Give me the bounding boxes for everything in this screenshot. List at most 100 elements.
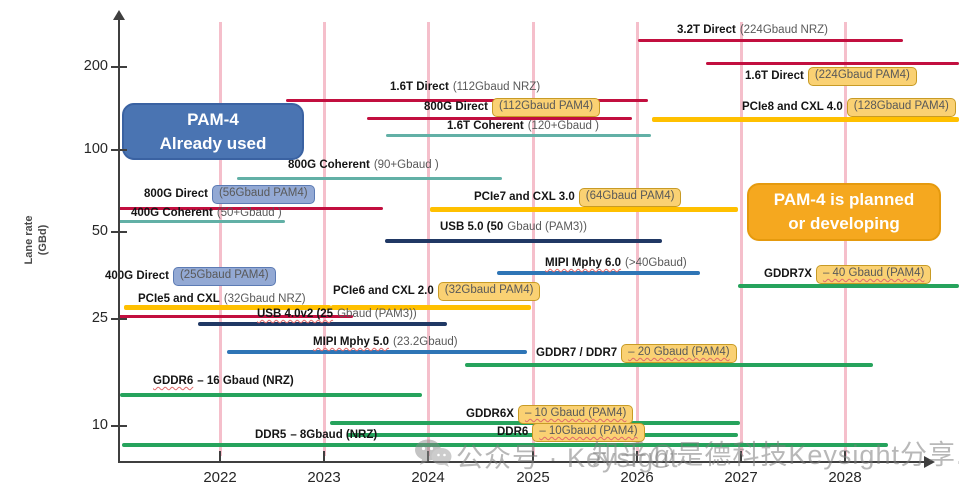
label-400g-coherent: 400G Coherent (50+Gbaud ) (131, 207, 282, 221)
timeline-400g-direct (118, 314, 353, 318)
timeline-usb-5-0-50 (385, 239, 662, 243)
pam4-already-used-callout: PAM-4 Already used (122, 103, 304, 160)
wechat-icon (415, 439, 452, 467)
label-value: (56Gbaud PAM4) (211, 185, 315, 204)
y-tick-100 (111, 149, 127, 151)
year-gridline-2023 (323, 22, 326, 456)
x-tick-label-2027: 2027 (724, 469, 758, 486)
year-gridline-2027 (740, 22, 743, 456)
label-name: USB 4.0v2 (25 (257, 308, 334, 320)
label-usb-4-0v2-25: USB 4.0v2 (25 Gbaud (PAM3)) (257, 308, 417, 322)
timeline-800g-direct (118, 206, 383, 210)
timeline-mipi-mphy-6-0 (497, 271, 700, 275)
label-1-6t-direct: 1.6T Direct (112Gbaud NRZ) (390, 81, 540, 95)
timeline-400g-coherent (118, 219, 285, 223)
label-name: 1.6T Direct (390, 81, 449, 93)
label-value: (224Gbaud NRZ) (739, 24, 829, 36)
label-value: Gbaud (PAM3)) (337, 308, 417, 320)
x-tick-label-2022: 2022 (203, 469, 237, 486)
label-name: GDDR7 / DDR7 (536, 346, 618, 359)
label-mipi-mphy-5-0: MIPI Mphy 5.0 (23.2Gbaud) (313, 336, 458, 350)
timeline-800g-coherent (237, 176, 502, 180)
x-tick-label-2026: 2026 (620, 469, 654, 486)
timeline-ddr5 (122, 443, 888, 447)
label-usb-5-0-50: USB 5.0 (50 Gbaud (PAM3)) (440, 221, 587, 235)
y-tick-label-100: 100 (83, 141, 108, 157)
x-tick-label-2024: 2024 (411, 469, 445, 486)
y-axis-arrow-icon (113, 10, 125, 20)
y-axis-title-line1: Lane rate (23, 215, 35, 265)
label-value: (25Gbaud PAM4) (172, 267, 276, 286)
pam4-planned-callout: PAM-4 is planned or developing (747, 183, 941, 241)
label-pcie7-and-cxl-3-0: PCIe7 and CXL 3.0 (64Gbaud PAM4) (474, 188, 682, 207)
callout-line: PAM-4 is planned (773, 190, 915, 210)
timeline-gddr7-ddr7 (465, 363, 873, 367)
label-value: (>40Gbaud) (625, 257, 687, 269)
label-gddr7-ddr7: GDDR7 / DDR7– 20 Gbaud (PAM4) (536, 344, 737, 363)
y-tick-label-50: 50 (91, 223, 108, 239)
label-ddr6: DDR6– 10Gbaud (PAM4) (497, 423, 645, 442)
label-name: 400G Direct (105, 269, 169, 282)
label-value: (128Gbaud PAM4) (846, 98, 956, 117)
label-gddr6x: GDDR6X – 10 Gbaud (PAM4) (466, 405, 634, 424)
label-name: DDR6 (497, 425, 529, 438)
label-value: – 10 Gbaud (PAM4) (517, 405, 634, 424)
y-tick-label-25: 25 (91, 310, 108, 326)
label-1-6t-direct: 1.6T Direct (224Gbaud PAM4) (745, 67, 917, 86)
y-tick-10 (111, 425, 127, 427)
label-name: 400G Coherent (131, 207, 213, 219)
label-name: DDR5 (255, 429, 287, 441)
label-value: (64Gbaud PAM4) (578, 188, 682, 207)
label-800g-direct: 800G Direct (56Gbaud PAM4) (144, 185, 315, 204)
timeline-3-2t-direct (638, 38, 903, 42)
label-name: 800G Direct (424, 100, 488, 113)
timeline-1-6t-direct (286, 98, 648, 102)
label-name: GDDR6 (153, 375, 194, 387)
callout-line: or developing (788, 214, 900, 233)
callout-line: Already used (159, 133, 267, 153)
label-name: GDDR7X (764, 267, 812, 280)
x-axis-arrow-icon (924, 456, 935, 468)
label-3-2t-direct: 3.2T Direct (224Gbaud NRZ) (677, 24, 828, 38)
timeline-mipi-mphy-5-0 (227, 350, 527, 354)
label-value: – 20 Gbaud (PAM4) (621, 344, 737, 363)
label-value: (112Gbaud PAM4) (491, 98, 601, 117)
y-tick-label-10: 10 (91, 417, 108, 433)
x-tick-label-2025: 2025 (516, 469, 550, 486)
timeline-pcie6-and-cxl-2-0 (331, 304, 531, 310)
timeline-pcie7-and-cxl-3-0 (430, 206, 738, 212)
label-name: MIPI Mphy 5.0 (313, 336, 390, 348)
label-pcie5-and-cxl: PCIe5 and CXL (32Gbaud NRZ) (138, 293, 306, 307)
label-800g-direct: 800G Direct (112Gbaud PAM4) (424, 98, 601, 117)
x-tick-2027 (740, 451, 742, 462)
label-value: (112Gbaud NRZ) (452, 81, 541, 93)
label-gddr7x: GDDR7X – 40 Gbaud (PAM4) (764, 265, 932, 284)
timeline-800g-direct (367, 116, 632, 120)
label-name: 800G Direct (144, 187, 208, 200)
label-value: (23.2Gbaud) (393, 336, 458, 348)
y-axis-line (118, 18, 120, 462)
y-tick-label-200: 200 (83, 58, 108, 74)
y-axis-title: Lane rate (GBd) (23, 200, 53, 280)
x-tick-label-2023: 2023 (307, 469, 341, 486)
label-gddr6: GDDR6– 16 Gbaud (NRZ) (153, 375, 294, 389)
label-value: – 40 Gbaud (PAM4) (815, 265, 932, 284)
timeline-usb-4-0v2-25 (198, 322, 447, 326)
label-name: USB 5.0 (50 (440, 221, 504, 233)
label-value: (32Gbaud NRZ) (223, 293, 306, 305)
label-ddr5: DDR5– 8Gbaud (NRZ) (255, 429, 377, 443)
label-value: (90+Gbaud ) (373, 159, 439, 171)
x-tick-2026 (636, 451, 638, 462)
label-value: (224Gbaud PAM4) (807, 67, 917, 86)
label-1-6t-coherent: 1.6T Coherent (120+Gbaud ) (447, 120, 599, 134)
label-name: PCIe7 and CXL 3.0 (474, 190, 575, 203)
year-gridline-2022 (219, 22, 222, 456)
label-name: GDDR6X (466, 407, 514, 420)
label-value: (50+Gbaud ) (216, 207, 282, 219)
label-value: – 8Gbaud (NRZ) (290, 429, 378, 441)
x-axis-line (118, 461, 926, 463)
label-name: PCIe8 and CXL 4.0 (742, 100, 843, 113)
watermark-zhihu: 知乎@是德科技Keysight分享. (592, 440, 959, 470)
label-mipi-mphy-6-0: MIPI Mphy 6.0 (>40Gbaud) (545, 257, 687, 271)
